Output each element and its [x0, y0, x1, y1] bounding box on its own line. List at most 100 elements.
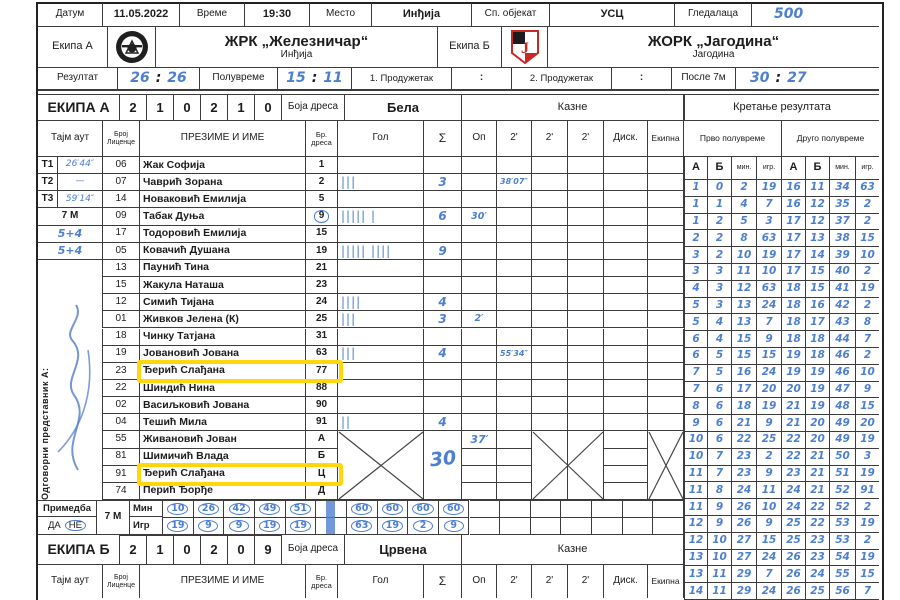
- player-license: 07: [103, 174, 140, 192]
- date-label: Датум: [38, 3, 103, 27]
- team-a-name: ЖРК „Железничар“: [224, 32, 369, 50]
- score-cell: 38: [830, 230, 856, 248]
- score-cell: 40: [830, 264, 856, 281]
- score-cell: 15: [806, 264, 830, 281]
- score-cell: 53: [830, 532, 856, 550]
- score-cell: 34: [830, 180, 856, 197]
- goals-sum: [424, 431, 462, 449]
- penalty-disk: [604, 345, 648, 363]
- timeout-cell: T1 26′44″: [38, 157, 103, 175]
- col-license-1: Број: [114, 131, 128, 139]
- col-first-half: Прво полувреме: [684, 121, 782, 157]
- team-a-logo-cell: [108, 27, 156, 68]
- seven-m-separator-bar: [326, 501, 336, 534]
- penalty-2min-1: [497, 225, 532, 243]
- penalty-disk: [604, 242, 648, 260]
- team-b-section-title: ЕКИПА Б: [38, 535, 120, 565]
- penalty-2min-2: [532, 397, 568, 415]
- player-dress: 5: [306, 191, 338, 209]
- player-name: Паунић Тина: [140, 259, 306, 278]
- section-digit: 2: [120, 535, 147, 565]
- player-license: 23: [103, 362, 140, 380]
- score-cell: 4: [708, 314, 732, 332]
- timeout-cell: 5+4: [38, 242, 103, 260]
- penalty-disk: [604, 379, 648, 398]
- score-cell: 3: [684, 247, 708, 264]
- col-goal-b: Гол: [338, 565, 424, 598]
- goals-sum: [424, 157, 462, 175]
- score-cell: 26: [782, 549, 806, 567]
- score-cell: 11: [757, 482, 782, 500]
- player-dress: 9: [306, 208, 338, 226]
- player-license: 09: [103, 208, 140, 226]
- seven-m-cell: [592, 500, 623, 518]
- score-cell: 15: [856, 566, 879, 584]
- penalty-2min-2: [532, 379, 568, 398]
- score-cell: 7: [757, 314, 782, 332]
- player-dress: 25: [306, 311, 338, 329]
- score-cell: 16: [782, 180, 806, 197]
- penalty-op: [462, 277, 497, 295]
- goals-sum: 4: [424, 414, 462, 432]
- score-cell: 23: [732, 448, 757, 466]
- penalty-disk: [604, 277, 648, 295]
- player-dress: 63: [306, 345, 338, 363]
- player-dress: Б: [306, 448, 338, 466]
- seven-m-cell: 60: [408, 500, 439, 518]
- goals-sum: 9: [424, 242, 462, 260]
- timeout-cell: [38, 448, 103, 466]
- score-cell: 9: [757, 516, 782, 533]
- penalty-team: [648, 277, 684, 295]
- player-license: 18: [103, 328, 140, 346]
- score-cell: 63: [757, 230, 782, 248]
- player-license: 19: [103, 345, 140, 363]
- ot2-value: :: [612, 68, 672, 91]
- col-sum-b: Σ: [424, 565, 462, 598]
- score-cell: 15: [856, 398, 879, 416]
- seven-m-cell: 2: [408, 517, 439, 535]
- col-two-b3: 2': [568, 565, 604, 598]
- score-cell: 1: [684, 180, 708, 197]
- player-name: Ковачић Душана: [140, 242, 306, 260]
- seven-m-player: 19: [381, 519, 403, 532]
- score-cell: 12: [806, 196, 830, 214]
- goals-sum: [424, 379, 462, 398]
- score-cell: 10: [757, 499, 782, 516]
- score-cell: 1: [684, 213, 708, 231]
- seven-m-minute: 42: [228, 502, 250, 515]
- seven-m-player: 9: [198, 519, 219, 532]
- score-cell: 14: [806, 247, 830, 264]
- col-second-half: Друго полувреме: [782, 121, 879, 157]
- score-cell: 2: [708, 230, 732, 248]
- col-license-2: Лиценце: [106, 138, 136, 146]
- col-goal: Гол: [338, 121, 424, 157]
- player-name: Ђерић Слађана: [140, 362, 306, 380]
- col-dress-1: Бр.: [315, 129, 328, 139]
- col-disk: Диск.: [604, 121, 648, 157]
- penalty-team: [648, 328, 684, 346]
- penalty-op: [462, 259, 497, 278]
- player-license: 02: [103, 397, 140, 415]
- timeout-label: T2: [38, 174, 58, 191]
- penalty-team: [648, 157, 684, 175]
- score-cell: 15: [732, 348, 757, 365]
- col-op: Оп: [462, 121, 497, 157]
- seven-m-minute: 60: [381, 502, 403, 515]
- penalty-2min-3: [568, 174, 604, 192]
- timeout-label: T3: [38, 191, 58, 208]
- penalty-disk: [604, 328, 648, 346]
- score-cell: 18: [782, 331, 806, 348]
- player-license: 22: [103, 379, 140, 398]
- team-b-name: ЖОРК „Јагодина“: [647, 32, 780, 50]
- player-name: Живановић Јован: [140, 431, 306, 449]
- seven-m-cell: 19: [254, 517, 286, 535]
- score-cell: 2: [708, 213, 732, 231]
- penalty-2min-3: [568, 157, 604, 175]
- penalty-team: [648, 379, 684, 398]
- penalty-op: [462, 294, 497, 312]
- after7m-colon: :: [775, 70, 782, 87]
- player-license: 91: [103, 465, 140, 483]
- score-cell: 10: [708, 549, 732, 567]
- timeout-cell: [38, 362, 103, 380]
- player-dress: 19: [306, 242, 338, 260]
